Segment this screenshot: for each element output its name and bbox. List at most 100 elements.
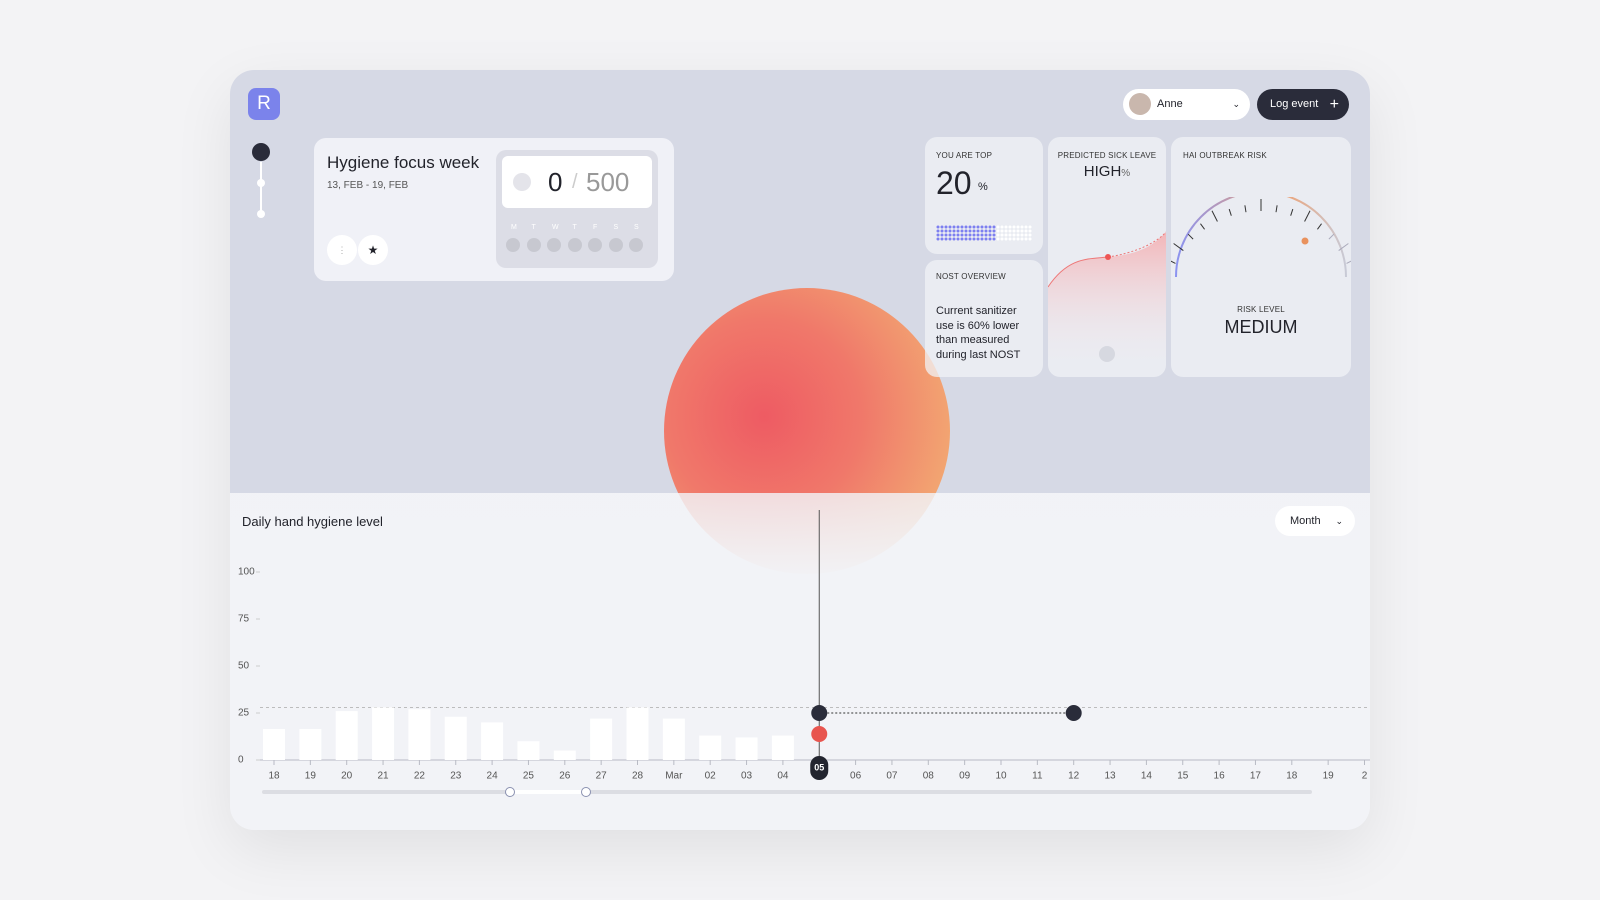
x-tick-label: 18	[268, 771, 280, 782]
sick-leave-value: HIGH%	[1048, 163, 1166, 180]
dot	[984, 233, 988, 237]
user-select[interactable]: Anne ⌄	[1123, 89, 1250, 120]
day-dot	[526, 238, 541, 252]
nav-dot[interactable]	[252, 143, 270, 161]
day-dot	[506, 238, 520, 252]
period-select[interactable]: Month ⌄	[1275, 506, 1355, 536]
dot	[984, 229, 988, 233]
day-dot	[629, 238, 643, 252]
button-label: Log event	[1270, 98, 1319, 110]
bar	[662, 718, 685, 760]
gauge-tick	[1338, 243, 1349, 251]
dot	[940, 225, 944, 229]
dot	[992, 237, 996, 241]
dot	[972, 233, 976, 237]
dot	[936, 225, 940, 229]
gauge-tick	[1346, 260, 1351, 264]
x-tick-label: 02	[705, 771, 717, 782]
dot	[996, 237, 1000, 241]
bar	[735, 737, 758, 760]
top-card: YOU ARE TOP 20 %	[925, 137, 1043, 254]
dot	[1016, 229, 1020, 233]
x-tick-label: 26	[559, 771, 571, 782]
gauge-tick	[1211, 210, 1218, 222]
dot	[968, 233, 972, 237]
dot	[1004, 229, 1008, 233]
selected-pill	[810, 756, 829, 780]
card-label: NOST OVERVIEW	[936, 272, 1006, 281]
bar	[590, 718, 613, 760]
gauge-tick	[1200, 223, 1205, 230]
dot	[968, 229, 972, 233]
bottom-area	[230, 493, 1370, 830]
dot	[1028, 225, 1032, 229]
day-label: T	[531, 224, 536, 231]
dot	[996, 233, 1000, 237]
dot	[1028, 233, 1032, 237]
risk-label: RISK LEVEL	[1237, 305, 1285, 314]
trend-line	[1048, 256, 1109, 288]
info-icon[interactable]	[1099, 346, 1115, 362]
dot	[992, 225, 996, 229]
day-dot	[608, 238, 623, 252]
dot	[952, 233, 956, 237]
progress-box: 0 / 500	[502, 156, 652, 208]
dot	[1008, 229, 1012, 233]
dot	[1008, 233, 1012, 237]
plus-icon: +	[1329, 96, 1339, 113]
y-tick-label: 50	[238, 661, 250, 672]
period: Month	[1290, 515, 1321, 527]
dashboard: R Anne ⌄ Log event + Hygiene focus week …	[230, 70, 1370, 830]
dot	[1020, 225, 1024, 229]
dot	[1024, 225, 1028, 229]
x-tick-label: 27	[596, 771, 608, 782]
nav-dot[interactable]	[257, 210, 265, 218]
dot	[1000, 233, 1004, 237]
dot	[972, 229, 976, 233]
separator: /	[572, 171, 578, 193]
nav-dot[interactable]	[257, 179, 265, 187]
dot	[976, 225, 980, 229]
bar	[408, 709, 431, 760]
dot	[956, 233, 960, 237]
top-unit: %	[978, 181, 988, 193]
dot	[964, 237, 968, 241]
nost-card: NOST OVERVIEW Current sanitizer use is 6…	[925, 260, 1043, 377]
x-tick-label: Mar	[665, 771, 683, 782]
star-button[interactable]: ★	[358, 235, 388, 265]
dot	[948, 229, 952, 233]
day-label: M	[511, 224, 517, 231]
sick-leave-card: PREDICTED SICK LEAVE HIGH%	[1048, 137, 1166, 377]
dot	[936, 237, 940, 241]
dot	[972, 237, 976, 241]
x-tick-label: 22	[414, 771, 426, 782]
range-handle[interactable]	[505, 787, 515, 797]
logo[interactable]: R	[248, 88, 280, 120]
gauge-pointer	[1301, 237, 1309, 245]
x-tick-label: 03	[741, 771, 753, 782]
dot	[1000, 229, 1004, 233]
drag-button[interactable]: ⋮	[327, 235, 357, 265]
card-label: YOU ARE TOP	[936, 151, 993, 160]
gauge-tick	[1317, 223, 1322, 230]
bar	[699, 735, 722, 760]
icon	[513, 173, 531, 191]
dot	[980, 237, 984, 241]
y-tick-label: 100	[238, 567, 255, 578]
gauge-tick	[1304, 210, 1311, 222]
bar	[553, 750, 576, 760]
log-event-button[interactable]: Log event +	[1257, 89, 1349, 120]
dot	[1004, 233, 1008, 237]
gauge-tick	[1187, 233, 1194, 240]
bar	[444, 716, 467, 760]
x-tick-label: 21	[377, 771, 389, 782]
x-tick-label: 07	[886, 771, 898, 782]
range-handle[interactable]	[581, 787, 591, 797]
dot	[976, 233, 980, 237]
trend	[1048, 231, 1166, 377]
dot	[960, 229, 964, 233]
chevron: ⌄	[1335, 516, 1343, 526]
chevron: ⌄	[1232, 99, 1240, 109]
dot	[944, 229, 948, 233]
